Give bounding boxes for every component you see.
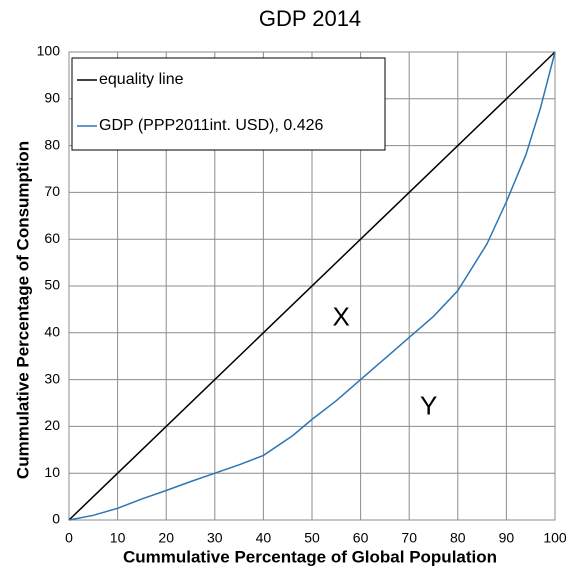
- y-tick-label: 70: [44, 183, 60, 199]
- x-tick-label: 20: [158, 530, 174, 546]
- series-line: [68, 51, 556, 521]
- y-axis-label: Cummulative Percentage of Consumption: [13, 141, 32, 479]
- x-tick-label: 70: [401, 530, 417, 546]
- legend-label: GDP (PPP2011int. USD), 0.426: [99, 117, 324, 134]
- x-axis-label: Cummulative Percentage of Global Populat…: [123, 547, 497, 566]
- y-tick-label: 0: [52, 511, 60, 527]
- legend-label: equality line: [99, 71, 184, 88]
- x-tick-label: 60: [353, 530, 369, 546]
- y-tick-label: 20: [44, 417, 60, 433]
- y-tick-label: 30: [44, 370, 60, 386]
- legend-box: [71, 57, 386, 151]
- x-tick-label: 90: [499, 530, 515, 546]
- chart-title: GDP 2014: [259, 6, 361, 31]
- y-tick-label: 10: [44, 464, 60, 480]
- x-tick-label: 50: [304, 530, 320, 546]
- x-tick-label: 30: [207, 530, 223, 546]
- x-tick-label: 100: [543, 530, 567, 546]
- annotation: X: [332, 302, 349, 332]
- plot-frame: [68, 51, 556, 521]
- series-line: [68, 51, 556, 521]
- x-tick-label: 10: [110, 530, 126, 546]
- annotation: Y: [420, 391, 437, 421]
- x-tick-label: 80: [450, 530, 466, 546]
- y-tick-label: 80: [44, 136, 60, 152]
- y-tick-label: 40: [44, 324, 60, 340]
- y-tick-label: 60: [44, 230, 60, 246]
- y-tick-label: 90: [44, 90, 60, 106]
- y-tick-label: 100: [37, 43, 61, 59]
- y-tick-label: 50: [44, 277, 60, 293]
- x-tick-label: 0: [65, 530, 73, 546]
- x-tick-label: 40: [256, 530, 272, 546]
